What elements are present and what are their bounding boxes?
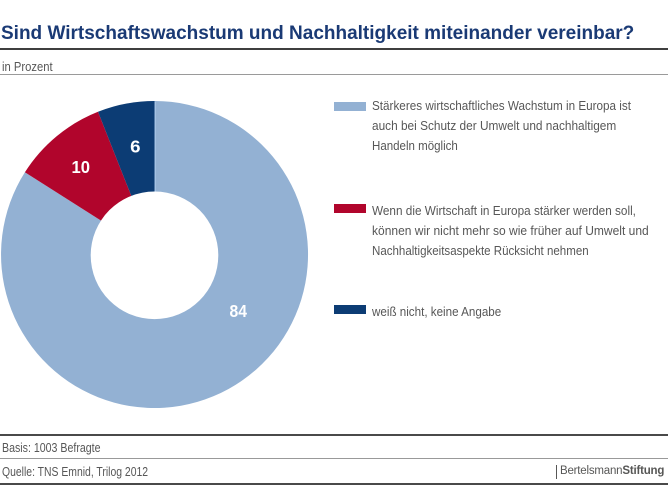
svg-text:84: 84 bbox=[230, 301, 248, 321]
svg-text:6: 6 bbox=[130, 137, 140, 157]
svg-text:10: 10 bbox=[72, 157, 91, 177]
